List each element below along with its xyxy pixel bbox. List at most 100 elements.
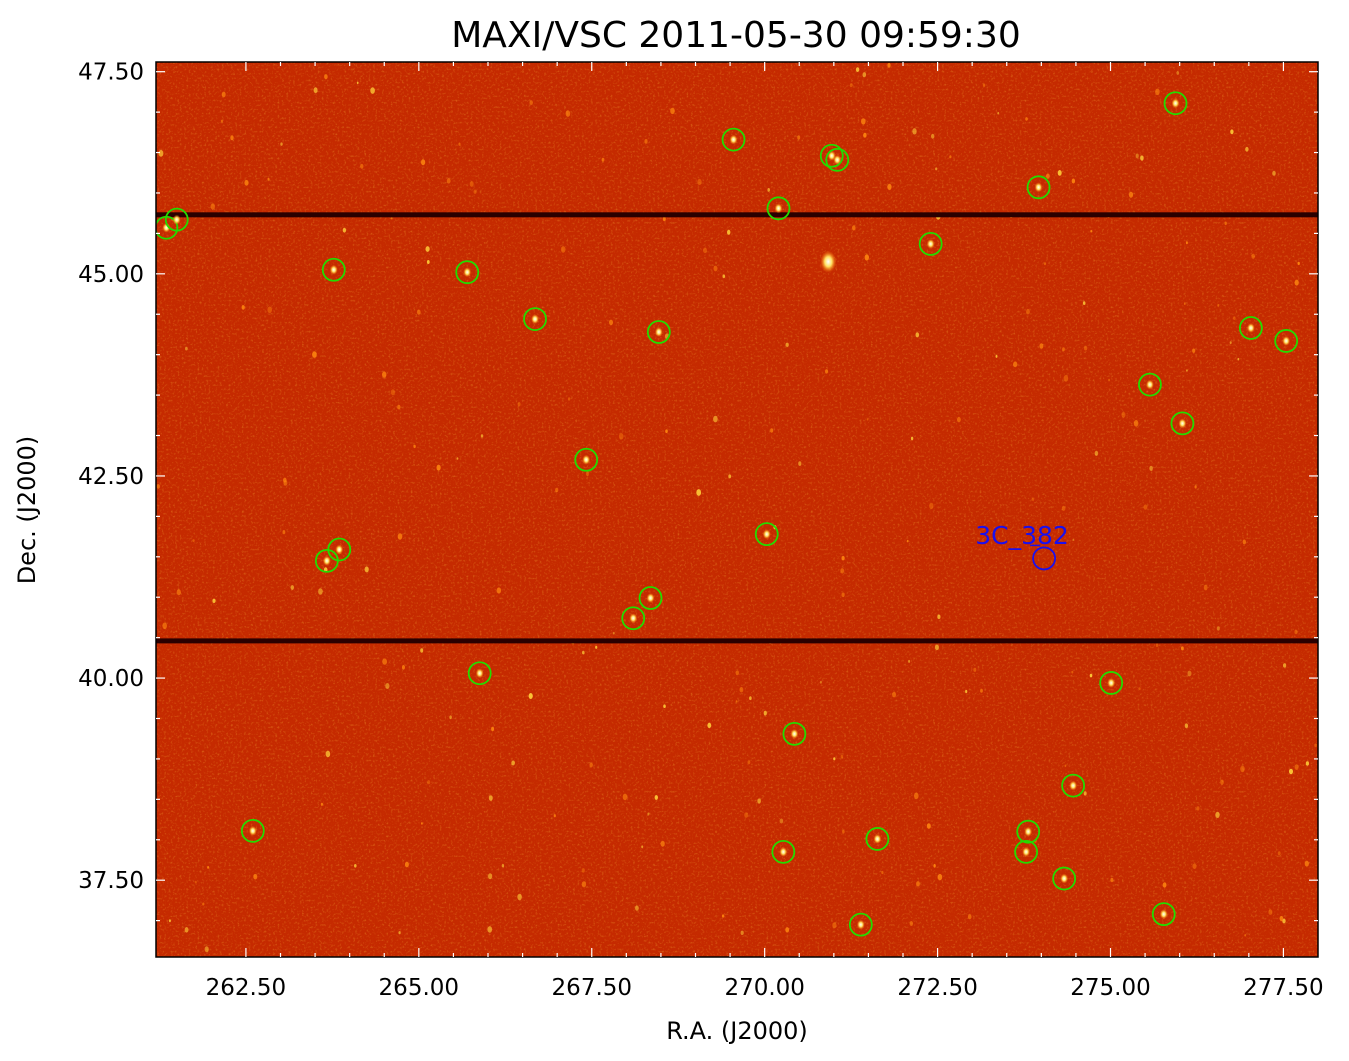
faint-star <box>929 502 934 510</box>
faint-star <box>480 434 484 438</box>
faint-star <box>517 893 522 901</box>
faint-star <box>449 715 452 720</box>
faint-star <box>1133 420 1139 427</box>
faint-star <box>1108 378 1110 382</box>
faint-star <box>469 181 474 187</box>
source-dot <box>329 264 338 275</box>
faint-star <box>1277 851 1281 856</box>
source-circle <box>574 447 599 472</box>
faint-star <box>417 309 421 315</box>
faint-star <box>908 659 911 663</box>
faint-star <box>325 750 331 758</box>
faint-star <box>1183 302 1186 306</box>
faint-star <box>1043 262 1047 266</box>
source-dot <box>1246 322 1255 333</box>
faint-star <box>957 416 961 423</box>
faint-star <box>318 588 323 595</box>
faint-star <box>1244 934 1247 937</box>
faint-star <box>866 418 869 421</box>
faint-star <box>662 216 666 222</box>
faint-star <box>398 931 401 935</box>
faint-star <box>660 840 665 847</box>
faint-star <box>663 704 666 708</box>
source-circle <box>1026 175 1051 200</box>
faint-star <box>1135 153 1139 159</box>
source-circle <box>848 912 873 937</box>
faint-star <box>283 477 287 483</box>
faint-star <box>1304 860 1309 867</box>
faint-star <box>501 864 505 868</box>
faint-star <box>697 178 702 186</box>
faint-star <box>1187 670 1192 677</box>
source-dot <box>475 668 484 679</box>
y-tick-label: 40.00 <box>78 666 144 692</box>
noise-texture <box>156 62 1318 957</box>
y-axis-tick-labels: 47.50 45.00 42.50 40.00 37.50 <box>78 60 144 895</box>
faint-star <box>168 919 171 923</box>
faint-star <box>747 760 751 765</box>
faint-star <box>995 354 998 358</box>
source-dot <box>1024 826 1033 837</box>
faint-star <box>162 622 167 630</box>
faint-star <box>647 812 650 816</box>
faint-star <box>721 914 725 918</box>
source-dot <box>729 134 738 145</box>
faint-star <box>601 157 605 162</box>
x-tick-label: 277.50 <box>1243 975 1323 1001</box>
faint-star <box>798 461 802 466</box>
faint-star <box>1242 539 1247 545</box>
faint-star <box>565 110 571 117</box>
faint-star <box>1143 504 1148 510</box>
faint-star <box>1140 155 1144 161</box>
source-dot <box>463 267 472 278</box>
faint-star <box>881 870 884 875</box>
faint-star <box>785 927 790 933</box>
source-circle <box>1061 773 1086 798</box>
faint-star <box>635 905 639 911</box>
faint-star <box>727 229 731 235</box>
faint-star <box>1128 191 1134 198</box>
faint-star <box>914 792 919 800</box>
faint-star <box>785 342 789 347</box>
faint-star <box>1089 673 1093 678</box>
faint-star <box>491 726 495 732</box>
x-tick-label: 272.50 <box>897 975 977 1001</box>
faint-star <box>390 216 393 220</box>
faint-star <box>230 135 234 141</box>
faint-star <box>267 306 273 314</box>
faint-star <box>906 539 909 543</box>
faint-star <box>446 178 451 184</box>
faint-star <box>1057 170 1062 176</box>
source-dot <box>248 825 257 836</box>
faint-star <box>324 74 328 80</box>
source-circle <box>754 522 779 547</box>
faint-star <box>1176 71 1180 75</box>
source-dot <box>856 919 865 930</box>
faint-star <box>1240 765 1245 773</box>
background-stars <box>156 63 1317 953</box>
source-dot <box>654 327 663 338</box>
faint-star <box>1071 670 1074 674</box>
faint-star <box>1025 117 1028 121</box>
faint-star <box>220 119 223 123</box>
faint-star <box>221 91 226 98</box>
faint-star <box>192 539 195 543</box>
source-circle <box>1138 372 1162 397</box>
faint-star <box>1162 882 1167 888</box>
faint-star <box>156 484 160 489</box>
source-circle <box>1016 819 1041 844</box>
faint-star <box>1230 129 1234 135</box>
source-dot <box>1069 780 1078 791</box>
faint-star <box>581 868 585 873</box>
faint-star <box>1149 465 1153 471</box>
faint-star <box>1194 485 1197 489</box>
chart-title: MAXI/VSC 2011-05-30 09:59:30 <box>451 15 1021 56</box>
faint-star <box>937 614 941 620</box>
source-dot <box>779 846 788 857</box>
source-circle <box>1052 866 1077 891</box>
axis-ticks <box>156 62 1318 957</box>
faint-star <box>916 881 920 887</box>
source-dot <box>162 222 171 233</box>
target-marker <box>1030 544 1056 571</box>
faint-star <box>436 464 441 471</box>
